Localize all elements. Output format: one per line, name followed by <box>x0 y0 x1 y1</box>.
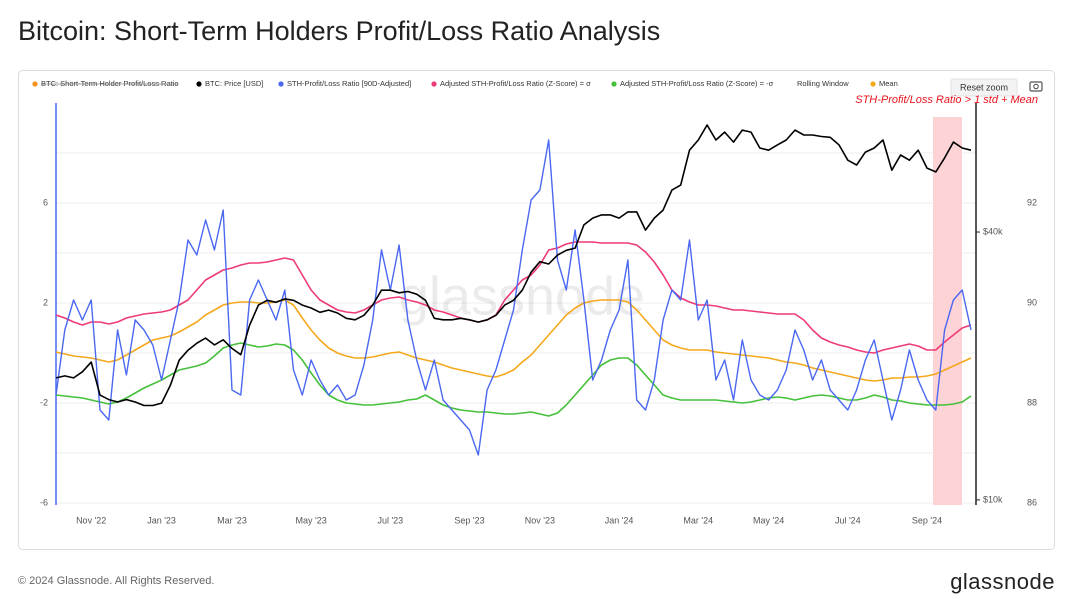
y-tick-label: 2 <box>43 297 48 307</box>
y-tick-label: 6 <box>43 197 48 207</box>
legend-marker <box>870 81 876 87</box>
x-tick-label: May '23 <box>296 515 327 525</box>
x-tick-label: Jul '23 <box>377 515 403 525</box>
reset-zoom-button[interactable]: Reset zoom <box>950 78 1018 97</box>
y2-tick-label: $10k <box>983 494 1003 504</box>
legend: BTC: Short-Term Holder Profit/Loss Ratio… <box>32 79 898 88</box>
reset-zoom-label[interactable]: Reset zoom <box>960 82 1008 92</box>
y-tick-label: -6 <box>40 497 48 507</box>
legend-marker <box>196 81 202 87</box>
legend-marker <box>611 81 617 87</box>
legend-label: Rolling Window <box>797 79 849 88</box>
series-line <box>56 342 972 417</box>
plot-lines <box>56 124 972 456</box>
legend-label: BTC: Short-Term Holder Profit/Loss Ratio <box>41 79 179 88</box>
chart-card <box>18 70 1055 550</box>
series-line <box>56 139 972 456</box>
screenshot-button[interactable] <box>1029 81 1043 92</box>
highlight-region <box>933 117 962 505</box>
x-tick-label: May '24 <box>753 515 784 525</box>
series-line <box>56 124 972 407</box>
y3-tick-label: 88 <box>1027 397 1037 407</box>
y-tick-label: -2 <box>40 397 48 407</box>
legend-marker <box>431 81 437 87</box>
x-tick-label: Mar '24 <box>683 515 713 525</box>
legend-marker <box>32 81 38 87</box>
series-line <box>56 241 972 354</box>
y3-tick-label: 92 <box>1027 197 1037 207</box>
footer-logo: glassnode <box>950 569 1055 594</box>
legend-label: Mean <box>879 79 898 88</box>
watermark: glassnode <box>399 266 645 326</box>
y3-tick-label: 86 <box>1027 497 1037 507</box>
x-tick-label: Jul '24 <box>835 515 861 525</box>
copyright: © 2024 Glassnode. All Rights Reserved. <box>18 575 214 587</box>
x-tick-label: Sep '23 <box>454 515 484 525</box>
series-line <box>56 299 972 382</box>
x-tick-label: Jan '23 <box>147 515 176 525</box>
x-tick-label: Jan '24 <box>605 515 634 525</box>
y2-tick-label: $40k <box>983 226 1003 236</box>
x-tick-label: Nov '23 <box>525 515 555 525</box>
legend-label: BTC: Price [USD] <box>205 79 263 88</box>
x-tick-label: Sep '24 <box>912 515 942 525</box>
camera-body[interactable] <box>1029 81 1043 92</box>
page-title: Bitcoin: Short-Term Holders Profit/Loss … <box>18 16 660 46</box>
y3-tick-label: 90 <box>1027 297 1037 307</box>
legend-label: STH-Profit/Loss Ratio [90D-Adjusted] <box>287 79 411 88</box>
x-tick-label: Mar '23 <box>217 515 247 525</box>
x-tick-label: Nov '22 <box>76 515 106 525</box>
grid: -6 -2 2 6 $10k $40k 86 88 90 92 Nov '22 Jan '23 Mar … <box>40 152 1037 525</box>
legend-marker <box>278 81 284 87</box>
camera-lens[interactable] <box>1033 83 1039 90</box>
annotation: STH-Profit/Loss Ratio > 1 std + Mean <box>855 94 1038 106</box>
legend-label: Adjusted STH-Profit/Loss Ratio (Z-Score)… <box>620 79 774 88</box>
reset-zoom-box[interactable] <box>950 78 1018 97</box>
legend-label: Adjusted STH-Profit/Loss Ratio (Z-Score)… <box>440 79 591 88</box>
